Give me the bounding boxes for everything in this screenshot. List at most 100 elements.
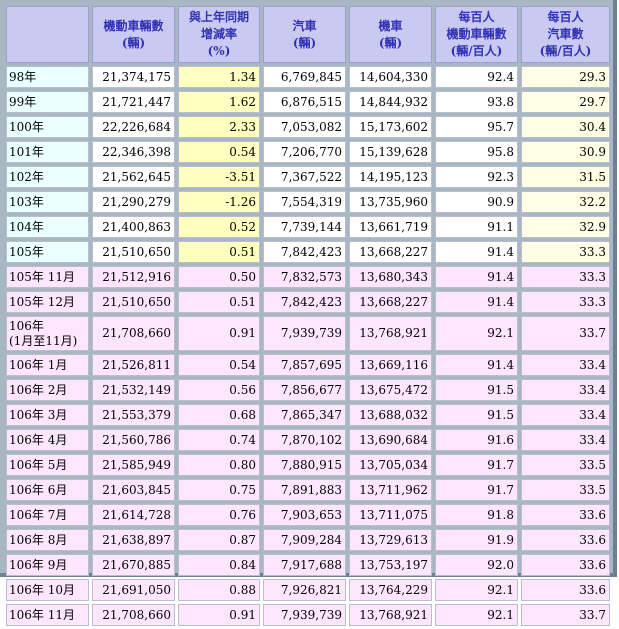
vehicles-per-100-cell: 91.7 (435, 479, 518, 501)
period-cell: 101年 (6, 141, 89, 163)
header-label-line: 每百人 (458, 10, 495, 24)
period-cell: 102年 (6, 166, 89, 188)
period-cell: 106年 11月 (6, 604, 89, 626)
motor-vehicles-cell: 21,510,650 (92, 291, 175, 313)
yoy-change-cell: -1.26 (178, 191, 260, 213)
cars-cell: 7,857,695 (263, 354, 346, 376)
motorcycles-cell: 13,661,719 (349, 216, 432, 238)
period-label: 106年 4月 (9, 433, 68, 447)
table-row: 104年 21,400,863 0.52 7,739,144 13,661,719 91.… (6, 216, 610, 238)
period-label: 103年 (9, 195, 44, 209)
cars-per-100-cell: 33.7 (521, 604, 610, 626)
table-row: 103年 21,290,279 -1.26 7,554,319 13,735,960 90… (6, 191, 610, 213)
motorcycles-cell: 13,753,197 (349, 554, 432, 576)
header-label-line: 每百人 (547, 10, 584, 24)
period-label: 102年 (9, 170, 44, 184)
header-label-line: 機動車輛數 (446, 27, 507, 41)
yoy-change-cell: 0.54 (178, 354, 260, 376)
header-motorcycles: 機車 (輛) (349, 6, 432, 63)
motor-vehicles-cell: 21,526,811 (92, 354, 175, 376)
motorcycles-cell: 13,668,227 (349, 241, 432, 263)
cars-cell: 7,739,144 (263, 216, 346, 238)
motorcycles-cell: 15,139,628 (349, 141, 432, 163)
motorcycles-cell: 13,675,472 (349, 379, 432, 401)
cars-cell: 7,917,688 (263, 554, 346, 576)
period-cell: 106年 7月 (6, 504, 89, 526)
cars-per-100-cell: 30.4 (521, 116, 610, 138)
cars-per-100-cell: 32.9 (521, 216, 610, 238)
yoy-change-cell: 0.51 (178, 291, 260, 313)
cars-cell: 7,880,915 (263, 454, 346, 476)
table-row: 106年 4月 21,560,786 0.74 7,870,102 13,690,684… (6, 429, 610, 451)
cars-cell: 7,832,573 (263, 266, 346, 288)
table-row: 106年 9月 21,670,885 0.84 7,917,688 13,753,197… (6, 554, 610, 576)
header-motor-vehicles: 機動車輛數 (輛) (92, 6, 175, 63)
vehicles-per-100-cell: 90.9 (435, 191, 518, 213)
vehicles-per-100-cell: 92.0 (435, 554, 518, 576)
period-label: 106年 2月 (9, 383, 68, 397)
motorcycles-cell: 13,768,921 (349, 604, 432, 626)
yoy-change-cell: 0.88 (178, 579, 260, 601)
table-row: 106年 1月 21,526,811 0.54 7,857,695 13,669,116… (6, 354, 610, 376)
motor-vehicles-cell: 21,374,175 (92, 66, 175, 88)
table-row: 106年 11月 21,708,660 0.91 7,939,739 13,768,92… (6, 604, 610, 626)
vehicles-per-100-cell: 92.4 (435, 66, 518, 88)
cars-cell: 7,870,102 (263, 429, 346, 451)
period-cell: 103年 (6, 191, 89, 213)
motor-vehicles-cell: 21,562,645 (92, 166, 175, 188)
header-vehicles-per-100: 每百人機動車輛數 (輛/百人) (435, 6, 518, 63)
cars-per-100-cell: 33.3 (521, 266, 610, 288)
cars-per-100-cell: 33.6 (521, 504, 610, 526)
vehicles-per-100-cell: 91.8 (435, 504, 518, 526)
header-label-line: 汽車數 (547, 27, 584, 41)
period-label: 105年 (9, 245, 44, 259)
motorcycles-cell: 13,711,075 (349, 504, 432, 526)
period-cell: 105年 11月 (6, 266, 89, 288)
motor-vehicles-cell: 22,226,684 (92, 116, 175, 138)
period-cell: 98年 (6, 66, 89, 88)
cars-per-100-cell: 33.6 (521, 579, 610, 601)
period-cell: 100年 (6, 116, 89, 138)
period-cell: 106年 4月 (6, 429, 89, 451)
yoy-change-cell: 0.84 (178, 554, 260, 576)
cars-per-100-cell: 33.3 (521, 241, 610, 263)
motor-vehicles-cell: 21,670,885 (92, 554, 175, 576)
header-label-line: (輛) (121, 35, 146, 50)
table-row: 106年 8月 21,638,897 0.87 7,909,284 13,729,613… (6, 529, 610, 551)
header-label-line: 機動車輛數 (103, 18, 164, 33)
vehicles-per-100-cell: 92.1 (435, 604, 518, 626)
period-label: (1月至11月) (9, 333, 78, 348)
motor-vehicles-cell: 21,638,897 (92, 529, 175, 551)
motorcycles-cell: 13,680,343 (349, 266, 432, 288)
table-row: 99年 21,721,447 1.62 6,876,515 14,844,932 93.8… (6, 91, 610, 113)
header-label-line: (輛/百人) (450, 44, 503, 58)
cars-cell: 7,891,883 (263, 479, 346, 501)
period-label: 104年 (9, 220, 44, 234)
period-label: 106年 11月 (9, 608, 75, 622)
yoy-change-cell: 0.68 (178, 404, 260, 426)
period-label: 106年 7月 (9, 508, 68, 522)
yoy-change-cell: 2.33 (178, 116, 260, 138)
period-label: 105年 12月 (9, 295, 75, 309)
period-label: 106年 3月 (9, 408, 68, 422)
cars-per-100-cell: 29.7 (521, 91, 610, 113)
period-cell: 106年 3月 (6, 404, 89, 426)
yoy-change-cell: 0.91 (178, 604, 260, 626)
cars-cell: 7,856,677 (263, 379, 346, 401)
motor-vehicles-cell: 22,346,398 (92, 141, 175, 163)
motor-vehicles-cell: 21,721,447 (92, 91, 175, 113)
table-body: 98年 21,374,175 1.34 6,769,845 14,604,330 92.4… (6, 66, 610, 626)
period-label: 98年 (9, 70, 37, 84)
vehicles-per-100-cell: 92.1 (435, 316, 518, 351)
period-label: 100年 (9, 120, 44, 134)
table-row: 98年 21,374,175 1.34 6,769,845 14,604,330 92.4… (6, 66, 610, 88)
motorcycles-cell: 13,668,227 (349, 291, 432, 313)
motor-vehicles-cell: 21,510,650 (92, 241, 175, 263)
period-label: 99年 (9, 95, 37, 109)
cars-cell: 7,909,284 (263, 529, 346, 551)
header-period (6, 6, 89, 63)
vehicles-per-100-cell: 91.9 (435, 529, 518, 551)
vehicles-per-100-cell: 95.7 (435, 116, 518, 138)
table-row: 106年 5月 21,585,949 0.80 7,880,915 13,705,034… (6, 454, 610, 476)
cars-per-100-cell: 33.7 (521, 316, 610, 351)
